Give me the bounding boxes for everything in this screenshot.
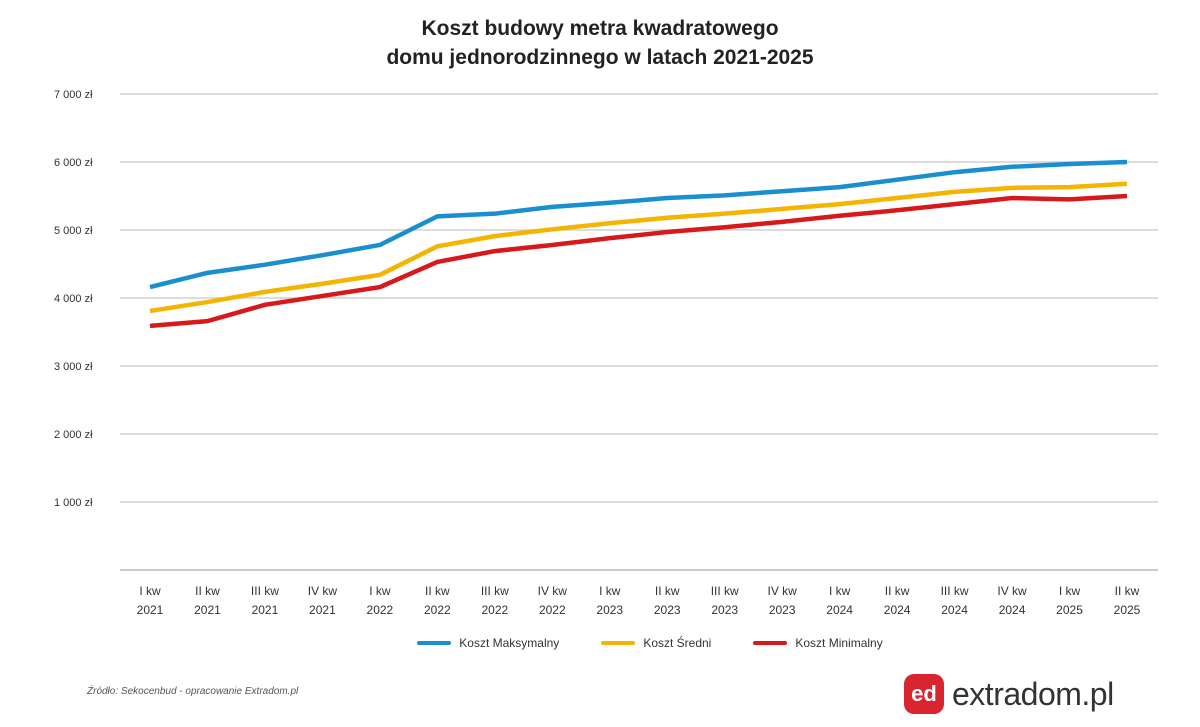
x-tick-label: III kw	[481, 584, 509, 598]
y-tick-label: 5 000 zł	[54, 225, 93, 237]
y-tick-label: 1 000 zł	[54, 497, 93, 509]
series-line-0	[149, 159, 1128, 290]
x-tick-label: II kw	[425, 584, 450, 598]
y-tick-label: 4 000 zł	[54, 293, 93, 305]
legend-swatch	[601, 641, 636, 645]
x-tick-label: 2022	[481, 603, 508, 617]
x-tick-label: II kw	[655, 584, 680, 598]
x-tick-label: 2021	[194, 603, 221, 617]
x-tick-label: II kw	[195, 584, 220, 598]
x-tick-label: II kw	[885, 584, 910, 598]
x-tick-label: 2022	[367, 603, 394, 617]
legend-item: Koszt Minimalny	[753, 636, 883, 650]
x-tick-label: IV kw	[538, 584, 568, 598]
x-tick-label: 2024	[999, 603, 1026, 617]
title-line-2: domu jednorodzinnego w latach 2021-2025	[386, 46, 814, 69]
legend: Koszt Maksymalny Koszt Średni Koszt Minima…	[0, 636, 1200, 650]
legend-label: Koszt Maksymalny	[459, 636, 560, 650]
title-line-1: Koszt budowy metra kwadratowego	[421, 17, 779, 40]
x-tick-label: 2025	[1114, 603, 1141, 617]
legend-label: Koszt Minimalny	[795, 636, 883, 650]
x-tick-label: II kw	[1115, 584, 1140, 598]
x-tick-label: IV kw	[997, 584, 1027, 598]
source-note: Źródło: Sekocenbud - opracowanie Extrado…	[87, 686, 299, 697]
x-tick-label: III kw	[941, 584, 969, 598]
x-tick-label: 2023	[769, 603, 796, 617]
legend-item: Koszt Maksymalny	[417, 636, 559, 650]
x-tick-label: 2021	[309, 603, 336, 617]
legend-item: Koszt Średni	[601, 636, 711, 650]
x-tick-label: 2021	[137, 603, 164, 617]
x-tick-label: I kw	[599, 584, 621, 598]
x-tick-label: III kw	[251, 584, 279, 598]
x-tick-label: III kw	[711, 584, 739, 598]
x-tick-label: 2025	[1056, 603, 1083, 617]
logo-text: extradom.pl	[952, 675, 1114, 712]
y-tick-label: 2 000 zł	[54, 429, 93, 441]
extradom-logo: ed extradom.pl	[904, 674, 1114, 714]
x-tick-label: 2023	[654, 603, 681, 617]
x-tick-label: 2024	[826, 603, 853, 617]
legend-swatch	[753, 641, 788, 645]
x-tick-label: 2024	[884, 603, 911, 617]
x-tick-label: I kw	[139, 584, 161, 598]
x-tick-label: 2021	[252, 603, 279, 617]
x-tick-label: I kw	[1059, 584, 1081, 598]
legend-label: Koszt Średni	[643, 636, 712, 650]
y-tick-label: 3 000 zł	[54, 361, 93, 373]
legend-swatch	[417, 641, 452, 645]
x-tick-label: 2023	[596, 603, 623, 617]
series-line-1	[149, 181, 1128, 314]
logo-mark: ed	[904, 674, 944, 714]
x-tick-label: 2022	[424, 603, 451, 617]
x-tick-label: I kw	[369, 584, 391, 598]
x-tick-label: 2024	[941, 603, 968, 617]
y-tick-label: 6 000 zł	[54, 157, 93, 169]
x-tick-label: IV kw	[308, 584, 338, 598]
y-tick-label: 7 000 zł	[54, 89, 93, 101]
x-tick-label: I kw	[829, 584, 851, 598]
x-tick-label: IV kw	[768, 584, 798, 598]
x-tick-label: 2022	[539, 603, 566, 617]
x-tick-label: 2023	[711, 603, 738, 617]
series-line-2	[149, 193, 1128, 329]
chart-title: Koszt budowy metra kwadratowego domu jed…	[0, 14, 1200, 72]
